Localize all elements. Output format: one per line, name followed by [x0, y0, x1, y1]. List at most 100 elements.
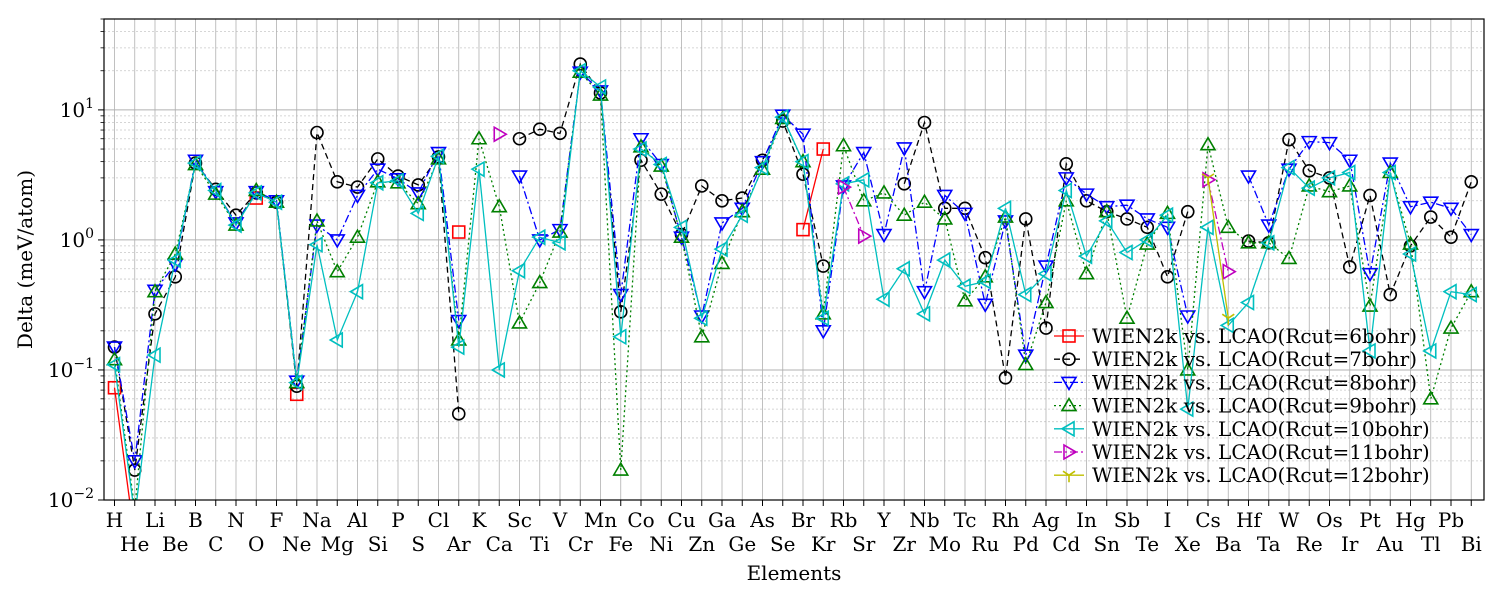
data-point: [1078, 265, 1095, 280]
data-point: [652, 157, 670, 172]
legend-label: WIEN2k vs. LCAO(Rcut=9bohr): [1092, 394, 1417, 418]
data-point: [1381, 157, 1399, 172]
x-tick-label: Ru: [971, 532, 999, 556]
data-point: [411, 178, 426, 192]
legend-label: WIEN2k vs. LCAO(Rcut=6bohr): [1092, 324, 1417, 348]
data-point: [632, 132, 650, 148]
data-point: [895, 260, 911, 278]
y-axis: 10−2 10−1 100 101: [48, 18, 104, 512]
data-point: [1341, 164, 1356, 181]
data-point: [1017, 286, 1032, 303]
data-point: [532, 122, 547, 137]
data-point: [1300, 135, 1318, 151]
data-point: [814, 309, 830, 327]
data-point: [857, 227, 873, 245]
data-point: [105, 356, 121, 373]
y-tick-label: 101: [60, 96, 94, 122]
data-point: [531, 228, 546, 246]
data-point: [551, 234, 566, 252]
data-point: [1280, 249, 1298, 265]
data-point: [1381, 164, 1397, 181]
x-tick-label: K: [472, 508, 488, 532]
x-tick-label: As: [749, 508, 775, 532]
x-tick-label: Rb: [830, 508, 858, 532]
x-tick-label: Mg: [321, 532, 354, 556]
data-point: [1442, 202, 1460, 217]
data-point: [694, 179, 709, 193]
data-point: [389, 172, 404, 190]
x-tick-label: Mn: [584, 508, 617, 532]
data-point: [1059, 156, 1074, 171]
data-point: [835, 180, 852, 195]
data-point: [1442, 319, 1460, 334]
data-point: [451, 225, 466, 239]
y-tick-label: 100: [60, 226, 94, 252]
data-point: [612, 328, 627, 346]
data-point: [1361, 267, 1379, 283]
data-point: [348, 283, 364, 301]
data-point: [754, 160, 771, 175]
x-tick-label: Cr: [568, 532, 593, 556]
data-point: [996, 199, 1012, 217]
data-point: [1039, 321, 1053, 335]
x-tick-label: Kr: [811, 532, 836, 556]
legend-entry-5: WIEN2k vs. LCAO(Rcut=10bohr): [1054, 417, 1430, 441]
data-point: [1423, 210, 1438, 224]
x-tick-label: Ba: [1215, 532, 1242, 556]
data-point: [632, 140, 647, 158]
x-tick-label: Ta: [1257, 532, 1281, 556]
x-tick-label: Al: [346, 508, 368, 532]
grid: [104, 18, 1484, 501]
data-point: [1260, 234, 1275, 252]
x-tick-label: Cl: [428, 508, 450, 532]
data-point: [774, 109, 792, 125]
x-tick-label: I: [1164, 508, 1172, 532]
data-point: [1462, 228, 1480, 244]
data-point: [349, 228, 366, 243]
x-tick-label: Fe: [608, 532, 633, 556]
x-tick-label: Pd: [1013, 532, 1039, 556]
data-point: [187, 155, 204, 171]
data-point: [247, 184, 263, 202]
series-line: [113, 150, 460, 462]
data-point: [451, 407, 466, 421]
x-tick-label: Y: [876, 508, 891, 532]
data-point: [1302, 164, 1317, 178]
x-tick-label: Ar: [446, 532, 471, 556]
data-point: [1422, 390, 1440, 405]
data-point: [997, 208, 1014, 223]
data-point: [1402, 200, 1419, 216]
x-tick-label: Se: [770, 532, 796, 556]
data-point: [308, 212, 326, 227]
data-point: [976, 298, 994, 313]
data-point: [1138, 235, 1156, 250]
data-point: [1098, 200, 1116, 216]
x-tick-label: Ni: [649, 532, 673, 556]
legend-label: WIEN2k vs. LCAO(Rcut=10bohr): [1092, 417, 1430, 441]
x-tick-label: Zr: [893, 532, 917, 556]
data-point: [470, 160, 485, 178]
data-point: [1138, 231, 1154, 249]
data-point: [875, 228, 893, 244]
y-axis-label: Delta (meV/atom): [13, 170, 37, 349]
data-point: [936, 189, 954, 204]
data-point: [1240, 234, 1257, 249]
legend-marker: [1060, 376, 1078, 391]
data-point: [510, 262, 526, 280]
legend-entry-3: WIEN2k vs. LCAO(Rcut=8bohr): [1054, 370, 1417, 394]
x-tick-label: Si: [368, 532, 388, 556]
data-point: [1199, 218, 1214, 236]
legend-label: WIEN2k vs. LCAO(Rcut=7bohr): [1092, 347, 1417, 371]
series-line: [1207, 177, 1229, 319]
x-tick-label: Cs: [1195, 508, 1221, 532]
x-tick-label: B: [188, 508, 203, 532]
data-point: [470, 130, 488, 145]
x-tick-label: Tc: [954, 508, 977, 532]
x-tick-label: In: [1076, 508, 1097, 532]
data-point: [672, 218, 688, 236]
x-tick-label: V: [552, 508, 568, 532]
data-point: [429, 147, 445, 165]
data-point: [693, 328, 711, 343]
data-point: [328, 234, 346, 249]
